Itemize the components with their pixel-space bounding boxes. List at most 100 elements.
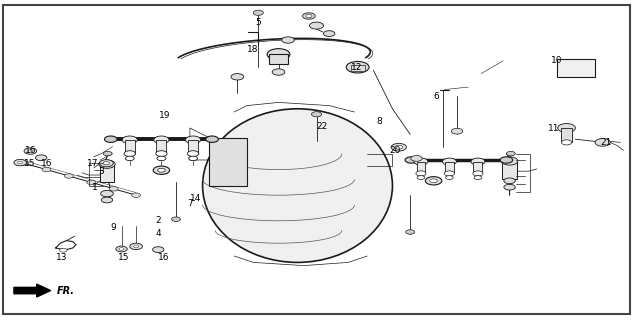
Circle shape bbox=[116, 246, 127, 252]
Text: 4: 4 bbox=[155, 229, 161, 238]
Circle shape bbox=[103, 151, 112, 156]
Circle shape bbox=[405, 157, 418, 163]
Circle shape bbox=[103, 162, 110, 165]
Text: 11: 11 bbox=[548, 124, 559, 132]
Circle shape bbox=[20, 161, 28, 165]
Bar bbox=[473, 162, 482, 173]
Circle shape bbox=[473, 171, 483, 176]
Text: 16: 16 bbox=[25, 146, 37, 155]
Circle shape bbox=[595, 139, 610, 146]
Circle shape bbox=[500, 157, 513, 163]
Circle shape bbox=[18, 161, 23, 164]
Circle shape bbox=[87, 180, 96, 185]
Text: 1: 1 bbox=[92, 183, 98, 192]
Circle shape bbox=[99, 160, 113, 167]
Circle shape bbox=[451, 128, 463, 134]
Text: 17: 17 bbox=[87, 159, 98, 168]
Circle shape bbox=[446, 176, 453, 180]
Text: 7: 7 bbox=[187, 199, 192, 208]
Circle shape bbox=[65, 174, 73, 178]
Bar bbox=[125, 140, 135, 154]
Circle shape bbox=[119, 248, 124, 250]
Circle shape bbox=[267, 49, 290, 60]
Text: 22: 22 bbox=[316, 122, 328, 131]
Circle shape bbox=[158, 168, 165, 172]
Circle shape bbox=[561, 140, 572, 145]
Circle shape bbox=[24, 148, 37, 154]
Circle shape bbox=[122, 136, 137, 144]
Circle shape bbox=[110, 187, 118, 191]
Circle shape bbox=[153, 247, 164, 252]
Text: 12: 12 bbox=[351, 63, 363, 72]
Bar bbox=[557, 59, 595, 77]
Circle shape bbox=[14, 159, 27, 166]
Circle shape bbox=[130, 243, 142, 250]
Text: 19: 19 bbox=[160, 111, 171, 120]
Circle shape bbox=[391, 143, 406, 151]
Circle shape bbox=[442, 158, 456, 165]
Bar bbox=[445, 162, 454, 173]
Text: 16: 16 bbox=[158, 253, 169, 262]
Circle shape bbox=[104, 136, 117, 142]
Circle shape bbox=[153, 166, 170, 174]
Circle shape bbox=[406, 230, 415, 234]
Bar bbox=[209, 138, 247, 186]
Circle shape bbox=[474, 176, 482, 180]
Bar bbox=[561, 128, 572, 142]
Polygon shape bbox=[14, 284, 51, 297]
Circle shape bbox=[506, 151, 515, 156]
Text: 15: 15 bbox=[24, 159, 35, 168]
Circle shape bbox=[310, 22, 323, 29]
Text: 14: 14 bbox=[190, 194, 201, 203]
Circle shape bbox=[231, 74, 244, 80]
Ellipse shape bbox=[203, 109, 392, 262]
Circle shape bbox=[346, 61, 369, 73]
Text: 15: 15 bbox=[118, 253, 129, 262]
Circle shape bbox=[156, 151, 167, 156]
Text: 8: 8 bbox=[377, 117, 382, 126]
Circle shape bbox=[42, 167, 51, 172]
Circle shape bbox=[416, 171, 426, 176]
Circle shape bbox=[124, 151, 135, 156]
Circle shape bbox=[417, 176, 425, 180]
Circle shape bbox=[504, 184, 515, 190]
Text: 16: 16 bbox=[41, 159, 53, 168]
Circle shape bbox=[101, 197, 113, 203]
Bar bbox=[351, 65, 365, 71]
Circle shape bbox=[134, 245, 139, 248]
Circle shape bbox=[132, 193, 141, 197]
Text: 13: 13 bbox=[56, 253, 68, 262]
Circle shape bbox=[28, 150, 33, 152]
Text: 6: 6 bbox=[434, 92, 439, 100]
Bar bbox=[417, 162, 425, 173]
Circle shape bbox=[303, 13, 315, 19]
Circle shape bbox=[187, 151, 199, 156]
Circle shape bbox=[272, 69, 285, 75]
Text: 10: 10 bbox=[551, 56, 562, 65]
Circle shape bbox=[206, 136, 218, 142]
Circle shape bbox=[282, 37, 294, 43]
Text: 18: 18 bbox=[247, 45, 258, 54]
Circle shape bbox=[430, 179, 437, 183]
Text: 5: 5 bbox=[255, 18, 261, 27]
Bar bbox=[188, 140, 198, 154]
Text: 3: 3 bbox=[99, 167, 104, 176]
Text: 9: 9 bbox=[111, 223, 116, 232]
Circle shape bbox=[35, 155, 47, 161]
Circle shape bbox=[501, 157, 518, 165]
Circle shape bbox=[60, 248, 67, 252]
Circle shape bbox=[99, 160, 115, 168]
Circle shape bbox=[414, 158, 428, 165]
Circle shape bbox=[395, 145, 403, 149]
Circle shape bbox=[558, 124, 575, 132]
Circle shape bbox=[311, 112, 322, 117]
Circle shape bbox=[323, 31, 335, 36]
Text: 21: 21 bbox=[600, 138, 611, 147]
Circle shape bbox=[306, 14, 312, 18]
Circle shape bbox=[157, 156, 166, 161]
Bar bbox=[100, 165, 114, 182]
Circle shape bbox=[444, 171, 454, 176]
Bar bbox=[269, 54, 288, 64]
Circle shape bbox=[253, 10, 263, 15]
Bar bbox=[502, 162, 517, 179]
